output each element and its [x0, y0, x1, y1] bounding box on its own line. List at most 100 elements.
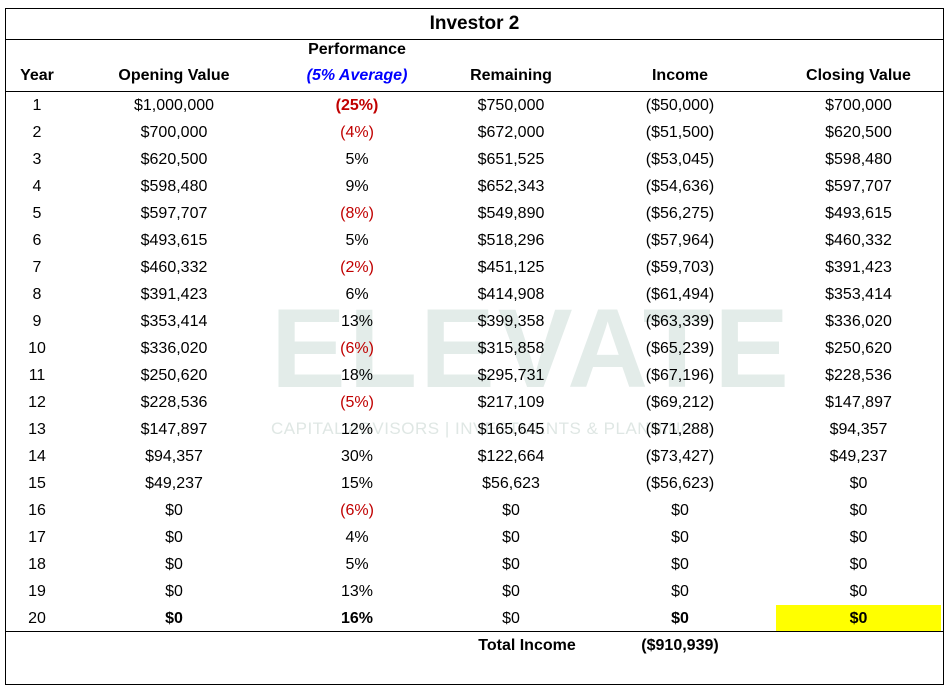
cell-performance: (8%)	[340, 205, 374, 222]
cell-opening-value: $391,423	[140, 286, 208, 303]
table-row: 4 $598,480 9% $652,343 ($54,636) $597,707	[6, 173, 943, 200]
table-row: 11 $250,620 18% $295,731 ($67,196) $228,536	[6, 362, 943, 389]
cell-closing-value: $597,707	[825, 178, 892, 195]
cell-opening-value: $620,500	[140, 151, 208, 168]
cell-remaining: $399,358	[477, 313, 545, 330]
cell-remaining: $0	[502, 610, 520, 627]
cell-opening-value: $0	[165, 556, 183, 573]
cell-income: ($69,212)	[645, 394, 715, 411]
table-row: 20 $0 16% $0 $0 $0	[6, 605, 943, 632]
cell-opening-value: $0	[165, 583, 183, 600]
cell-remaining: $0	[502, 556, 520, 573]
table-row: 16 $0 (6%) $0 $0 $0	[6, 497, 943, 524]
cell-income: $0	[671, 502, 689, 519]
cell-remaining: $165,645	[477, 421, 545, 438]
cell-year: 15	[28, 475, 46, 492]
cell-year: 5	[32, 205, 42, 222]
cell-remaining: $56,623	[482, 475, 540, 492]
cell-closing-value: $460,332	[825, 232, 892, 249]
cell-year: 9	[32, 313, 42, 330]
table-row: 19 $0 13% $0 $0 $0	[6, 578, 943, 605]
cell-income: $0	[671, 583, 689, 600]
cell-remaining: $122,664	[477, 448, 545, 465]
cell-remaining: $451,125	[477, 259, 545, 276]
cell-year: 13	[28, 421, 46, 438]
cell-remaining: $0	[502, 502, 520, 519]
cell-performance: 4%	[345, 529, 369, 546]
cell-income: ($59,703)	[645, 259, 715, 276]
cell-performance: 5%	[345, 232, 369, 249]
table-row: 18 $0 5% $0 $0 $0	[6, 551, 943, 578]
cell-closing-value: $336,020	[825, 313, 892, 330]
cell-income: ($50,000)	[645, 97, 715, 114]
cell-year: 7	[32, 259, 42, 276]
cell-opening-value: $1,000,000	[133, 97, 215, 114]
cell-remaining: $651,525	[477, 151, 545, 168]
cell-opening-value: $460,332	[140, 259, 208, 276]
table-row: 1 $1,000,000 (25%) $750,000 ($50,000) $700,00…	[6, 92, 943, 119]
cell-income: $0	[671, 529, 689, 546]
cell-performance: 13%	[340, 313, 374, 330]
cell-year: 8	[32, 286, 42, 303]
cell-closing-value: $0	[849, 475, 868, 492]
cell-opening-value: $228,536	[140, 394, 208, 411]
cell-closing-value: $49,237	[829, 448, 888, 465]
cell-income: ($56,623)	[645, 475, 715, 492]
cell-closing-value: $250,620	[825, 340, 892, 357]
cell-closing-value: $493,615	[825, 205, 892, 222]
cell-year: 17	[28, 529, 46, 546]
cell-opening-value: $0	[165, 529, 183, 546]
header-opening-value: Opening Value	[118, 67, 230, 84]
table-row: 7 $460,332 (2%) $451,125 ($59,703) $391,423	[6, 254, 943, 281]
cell-income: ($67,196)	[645, 367, 715, 384]
cell-opening-value: $700,000	[140, 124, 208, 141]
cell-remaining: $315,858	[477, 340, 545, 357]
cell-performance: (2%)	[340, 259, 374, 276]
cell-performance: (6%)	[340, 502, 374, 519]
cell-year: 18	[28, 556, 46, 573]
cell-opening-value: $49,237	[145, 475, 203, 492]
table-row: 2 $700,000 (4%) $672,000 ($51,500) $620,500	[6, 119, 943, 146]
total-income-label: Total Income	[478, 637, 576, 654]
column-headers: Year Opening Value Performance (5% Avera…	[6, 39, 943, 92]
cell-year: 19	[28, 583, 46, 600]
cell-performance: (6%)	[340, 340, 374, 357]
cell-closing-value: $147,897	[825, 394, 892, 411]
cell-performance: 9%	[345, 178, 369, 195]
cell-closing-value: $228,536	[825, 367, 892, 384]
table-row: 9 $353,414 13% $399,358 ($63,339) $336,020	[6, 308, 943, 335]
cell-year: 20	[28, 610, 46, 627]
cell-income: ($57,964)	[645, 232, 715, 249]
table-row: 17 $0 4% $0 $0 $0	[6, 524, 943, 551]
cell-income: ($73,427)	[645, 448, 715, 465]
cell-income: ($71,288)	[645, 421, 715, 438]
table-row: 6 $493,615 5% $518,296 ($57,964) $460,332	[6, 227, 943, 254]
cell-income: ($51,500)	[645, 124, 715, 141]
cell-remaining: $0	[502, 583, 520, 600]
cell-opening-value: $598,480	[140, 178, 208, 195]
cell-income: ($53,045)	[645, 151, 715, 168]
cell-remaining: $652,343	[477, 178, 545, 195]
table-row: 12 $228,536 (5%) $217,109 ($69,212) $147,897	[6, 389, 943, 416]
table-row: 14 $94,357 30% $122,664 ($73,427) $49,237	[6, 443, 943, 470]
cell-year: 3	[32, 151, 42, 168]
cell-performance: (4%)	[340, 124, 374, 141]
cell-income: ($63,339)	[645, 313, 715, 330]
header-performance-average: (5% Average)	[306, 67, 408, 84]
spreadsheet-table: Investor 2 ELEVATE CAPITAL ADVISORS | IN…	[5, 8, 944, 685]
cell-opening-value: $353,414	[140, 313, 208, 330]
cell-closing-value: $598,480	[825, 151, 892, 168]
cell-remaining: $518,296	[477, 232, 545, 249]
table-row: 10 $336,020 (6%) $315,858 ($65,239) $250,620	[6, 335, 943, 362]
cell-opening-value: $0	[165, 610, 183, 627]
cell-opening-value: $94,357	[145, 448, 203, 465]
cell-income: ($61,494)	[645, 286, 715, 303]
cell-year: 2	[32, 124, 42, 141]
cell-closing-value: $391,423	[825, 259, 892, 276]
cell-performance: 18%	[340, 367, 374, 384]
cell-performance: 15%	[340, 475, 374, 492]
cell-performance: 12%	[340, 421, 374, 438]
cell-opening-value: $147,897	[140, 421, 208, 438]
cell-closing-value: $0	[849, 529, 868, 546]
cell-closing-value: $700,000	[825, 97, 892, 114]
